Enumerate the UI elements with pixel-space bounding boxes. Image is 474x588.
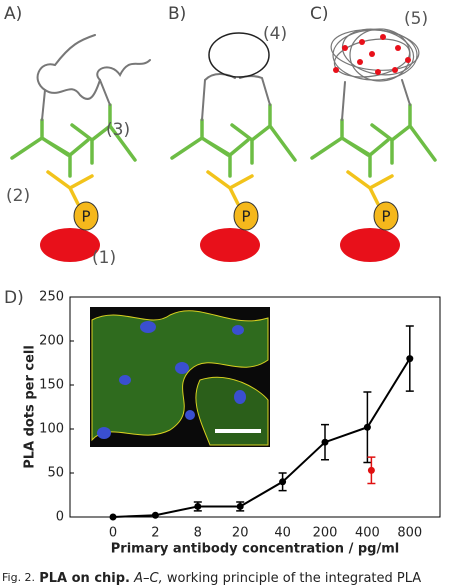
x-tick-label: 800 — [397, 526, 422, 541]
data-point — [194, 502, 202, 510]
x-tick-label: 200 — [313, 526, 338, 541]
x-tick-label: 20 — [232, 526, 249, 541]
data-point — [367, 466, 375, 474]
callout: (5) — [404, 9, 428, 29]
y-tick-label: 100 — [39, 422, 64, 437]
x-tick-label: 2 — [151, 526, 159, 541]
diagram-c — [310, 28, 437, 264]
diagram-a — [10, 34, 151, 264]
callout: (3) — [106, 120, 130, 140]
micrograph — [90, 307, 270, 447]
callout: (1) — [92, 248, 116, 268]
data-point — [236, 502, 244, 510]
data-point — [406, 355, 414, 363]
callout: (2) — [6, 186, 30, 206]
x-axis-title: Primary antibody concentration / pg/ml — [111, 542, 399, 557]
y-tick-label: 250 — [39, 290, 64, 305]
caption-ref: A–C, — [133, 571, 163, 586]
callout: (4) — [263, 24, 287, 44]
data-point — [151, 511, 159, 519]
y-axis-title: PLA dots per cell — [23, 345, 38, 469]
caption-text: working principle of the integrated PLA — [167, 571, 421, 586]
y-tick-label: 50 — [47, 466, 64, 481]
data-point — [321, 438, 329, 446]
protein-label: P — [241, 208, 250, 226]
data-point — [363, 423, 371, 431]
x-tick-label: 8 — [194, 526, 202, 541]
caption-title: PLA on chip. — [39, 571, 130, 586]
data-point — [279, 478, 287, 486]
protein-label: P — [381, 208, 390, 226]
plot-frame — [69, 296, 441, 518]
caption: Fig. 2. PLA on chip. A–C, working princi… — [2, 571, 421, 586]
caption-fig: Fig. 2. — [2, 571, 35, 584]
x-tick-label: 40 — [274, 526, 291, 541]
panel-label: C) — [310, 4, 329, 24]
y-tick-label: 150 — [39, 378, 64, 393]
diagram-b — [170, 32, 297, 264]
y-tick-label: 200 — [39, 334, 64, 349]
x-tick-label: 400 — [355, 526, 380, 541]
protein-label: P — [81, 208, 90, 226]
y-tick-label: 0 — [56, 510, 64, 525]
data-point — [109, 513, 117, 521]
panel-label: B) — [168, 4, 186, 24]
panel-label: D) — [4, 288, 24, 308]
x-tick-label: 0 — [109, 526, 117, 541]
data-line — [112, 358, 411, 518]
panel-label: A) — [4, 4, 22, 24]
